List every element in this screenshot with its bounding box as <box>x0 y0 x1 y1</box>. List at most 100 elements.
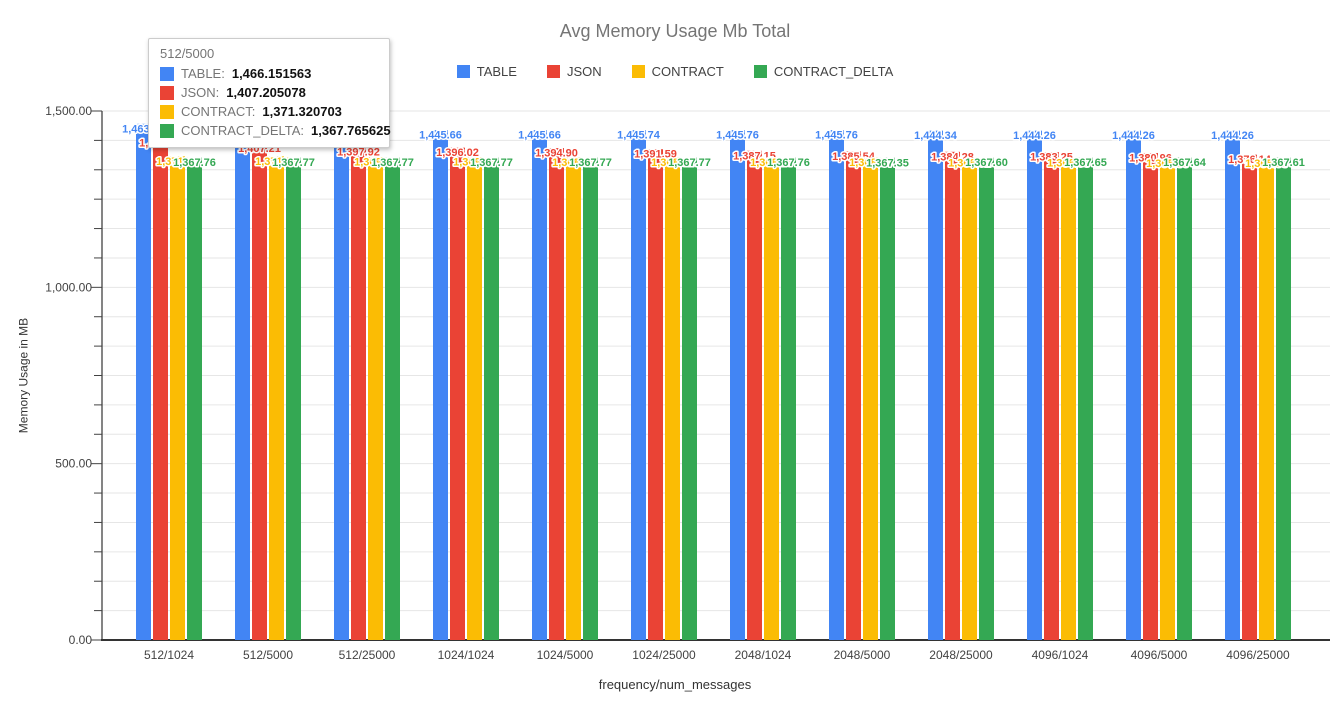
bar-table-512/25000[interactable] <box>334 130 349 640</box>
y-tick-label: 0.00 <box>69 633 93 647</box>
bar-json-4096/5000[interactable] <box>1143 152 1158 640</box>
bar-value-label: 1,444.26 <box>1013 130 1056 142</box>
tooltip-series-value: 1,466.151563 <box>231 66 312 81</box>
bar-value-label: 1,368.23 <box>750 157 793 169</box>
bar-json-1024/1024[interactable] <box>450 147 465 640</box>
bar-json-4096/25000[interactable] <box>1242 154 1257 641</box>
bar-contract_delta-1024/25000[interactable] <box>682 157 697 640</box>
x-category-label: 1024/5000 <box>537 648 594 662</box>
legend-item-table[interactable]: TABLE <box>456 64 517 79</box>
bar-value-label: 1,367.77 <box>272 157 315 169</box>
bar-value-label: 1,369.05 <box>453 157 496 169</box>
tooltip-series-name: TABLE: <box>181 66 225 81</box>
x-category-label: 1024/1024 <box>438 648 495 662</box>
bar-json-2048/25000[interactable] <box>945 151 960 640</box>
bar-value-label: 1,368.52 <box>651 157 694 169</box>
tooltip-series-name: CONTRACT_DELTA: <box>181 123 305 138</box>
bar-value-label: 1,384.28 <box>931 151 974 163</box>
bar-json-2048/1024[interactable] <box>747 150 762 640</box>
bar-value-label: 1,366.08 <box>1047 158 1090 170</box>
tooltip-swatch-icon <box>160 85 174 100</box>
legend-label: TABLE <box>476 64 517 79</box>
bar-json-4096/1024[interactable] <box>1044 152 1059 640</box>
bar-value-label: 1,367.76 <box>767 157 810 169</box>
bar-json-1024/25000[interactable] <box>648 149 663 640</box>
bar-contract_delta-4096/5000[interactable] <box>1177 157 1192 640</box>
bar-contract-4096/5000[interactable] <box>1160 158 1175 640</box>
bar-value-label: 1,367.35 <box>866 157 909 169</box>
bar-table-512/5000[interactable] <box>235 122 250 641</box>
legend-item-contract_delta[interactable]: CONTRACT_DELTA <box>753 64 893 79</box>
chart-legend: TABLE JSON CONTRACT CONTRACT_DELTA <box>0 64 1339 79</box>
bar-json-2048/5000[interactable] <box>846 151 861 641</box>
bar-value-label: 1,367.77 <box>668 157 711 169</box>
bar-json-512/25000[interactable] <box>351 147 366 640</box>
bar-value-label: 1,444.26 <box>1211 130 1254 142</box>
tooltip-series-name: JSON: <box>181 85 220 100</box>
bar-contract-2048/5000[interactable] <box>863 157 878 640</box>
bar-value-label: 1,383.25 <box>1030 152 1073 164</box>
bar-value-label: 1,368.81 <box>552 157 595 169</box>
bar-contract_delta-512/5000[interactable] <box>286 157 301 640</box>
bar-value-label: 1,365.85 <box>1146 158 1189 170</box>
bar-value-label: 1,371.32 <box>255 156 298 168</box>
bar-value-label: 1,367.60 <box>965 157 1008 169</box>
tooltip-row: CONTRACT_DELTA: 1,367.765625 <box>160 123 391 138</box>
bar-value-label: 1,391.59 <box>634 149 677 161</box>
bar-value-label: 1,371.40 <box>156 156 199 168</box>
bar-contract_delta-2048/25000[interactable] <box>979 157 994 641</box>
bar-contract-512/5000[interactable] <box>269 156 284 640</box>
bar-table-1024/1024[interactable] <box>433 130 448 640</box>
bar-contract-4096/25000[interactable] <box>1259 158 1274 640</box>
bar-contract-2048/1024[interactable] <box>764 157 779 640</box>
bar-table-4096/5000[interactable] <box>1126 130 1141 640</box>
bar-table-512/1024[interactable] <box>136 123 151 640</box>
bar-json-512/5000[interactable] <box>252 143 267 640</box>
tooltip-series-value: 1,407.205078 <box>226 85 306 100</box>
bar-table-1024/25000[interactable] <box>631 130 646 641</box>
x-category-label: 2048/5000 <box>834 648 891 662</box>
bar-contract_delta-512/25000[interactable] <box>385 157 400 640</box>
bar-json-512/1024[interactable] <box>153 137 168 640</box>
tooltip-rows: TABLE: 1,466.151563 JSON: 1,407.205078 CONTR… <box>160 66 391 138</box>
bar-value-label: 1,387.15 <box>733 150 776 162</box>
legend-swatch-icon <box>631 65 645 78</box>
bar-value-label: 1,394.90 <box>535 148 578 160</box>
tooltip-series-value: 1,371.320703 <box>262 104 342 119</box>
legend-swatch-icon <box>456 65 470 78</box>
bar-contract_delta-1024/1024[interactable] <box>484 157 499 640</box>
bar-json-1024/5000[interactable] <box>549 148 564 641</box>
bar-table-4096/25000[interactable] <box>1225 130 1240 640</box>
tooltip-series-name: CONTRACT: <box>181 104 256 119</box>
bar-table-2048/1024[interactable] <box>730 130 745 640</box>
bar-value-label: 1,367.76 <box>173 157 216 169</box>
tooltip-row: CONTRACT: 1,371.320703 <box>160 104 378 119</box>
bar-contract-512/1024[interactable] <box>170 156 185 640</box>
bar-table-2048/5000[interactable] <box>829 130 844 640</box>
bar-contract-1024/5000[interactable] <box>566 157 581 640</box>
bar-contract-2048/25000[interactable] <box>962 158 977 640</box>
chart-tooltip: 512/5000 TABLE: 1,466.151563 JSON: 1,407.20… <box>148 38 391 148</box>
bar-table-1024/5000[interactable] <box>532 130 547 640</box>
bar-contract_delta-1024/5000[interactable] <box>583 157 598 640</box>
tooltip-row: TABLE: 1,466.151563 <box>160 66 378 81</box>
legend-item-contract[interactable]: CONTRACT <box>631 64 724 79</box>
legend-item-json[interactable]: JSON <box>546 64 602 79</box>
bar-contract_delta-4096/25000[interactable] <box>1276 157 1291 640</box>
bar-table-4096/1024[interactable] <box>1027 130 1042 640</box>
tooltip-swatch-icon <box>160 66 174 81</box>
bar-contract-4096/1024[interactable] <box>1061 158 1076 640</box>
bar-value-label: 1,366.52 <box>948 158 991 170</box>
bar-contract_delta-512/1024[interactable] <box>187 157 202 640</box>
bar-contract-1024/1024[interactable] <box>467 157 482 640</box>
bar-value-label: 1,445.74 <box>617 130 661 142</box>
bar-table-2048/25000[interactable] <box>928 130 943 640</box>
bar-contract_delta-2048/5000[interactable] <box>880 157 895 640</box>
bar-contract-1024/25000[interactable] <box>665 157 680 641</box>
bar-contract_delta-2048/1024[interactable] <box>781 157 796 640</box>
bar-contract-512/25000[interactable] <box>368 157 383 640</box>
bar-value-label: 1,376.14 <box>1228 154 1272 166</box>
bar-contract_delta-4096/1024[interactable] <box>1078 157 1093 641</box>
legend-swatch-icon <box>753 65 767 78</box>
